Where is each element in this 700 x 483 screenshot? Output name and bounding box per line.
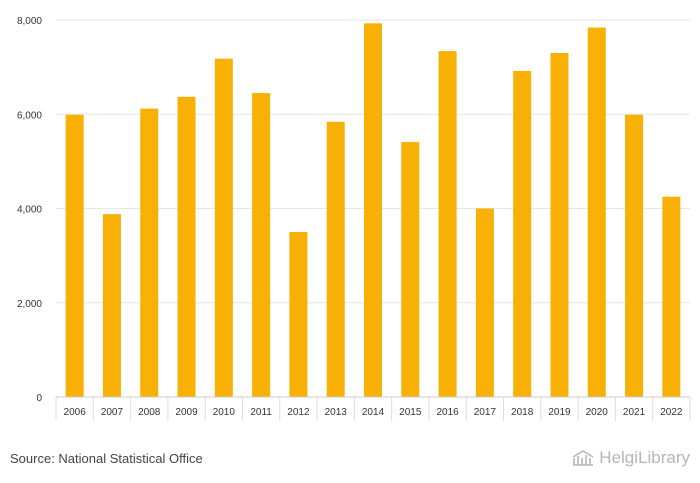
bar-2012[interactable] xyxy=(289,232,308,397)
bar-2019[interactable] xyxy=(550,52,569,398)
x-tick-label: 2011 xyxy=(250,407,272,418)
bar-2013[interactable] xyxy=(326,121,345,397)
x-tick-label: 2020 xyxy=(586,407,609,418)
library-building-icon xyxy=(572,450,594,466)
bar-2022[interactable] xyxy=(662,196,681,397)
x-tick-label: 2012 xyxy=(287,407,310,418)
bar-2010[interactable] xyxy=(214,58,233,397)
y-tick-label: 8,000 xyxy=(17,16,42,27)
x-tick-label: 2016 xyxy=(436,407,459,418)
x-tick-label: 2015 xyxy=(399,407,422,418)
x-tick-label: 2010 xyxy=(213,407,236,418)
bar-2009[interactable] xyxy=(177,96,196,397)
x-tick-label: 2009 xyxy=(175,407,198,418)
y-tick-label: 2,000 xyxy=(17,299,42,310)
x-tick-label: 2017 xyxy=(474,407,497,418)
bar-2008[interactable] xyxy=(140,108,159,397)
bar-2007[interactable] xyxy=(102,214,121,397)
x-axis-tick-labels: 2006 2007 2008 2009 2010 2011 2012 2013 2014 2015… xyxy=(55,397,691,421)
brand-logo[interactable]: HelgiLibrary xyxy=(571,448,690,468)
bar-2016[interactable] xyxy=(438,51,457,397)
x-tick-label: 2022 xyxy=(660,407,683,418)
y-axis-tick-labels: 0 2,000 4,000 6,000 8,000 xyxy=(17,16,42,404)
bar-2018[interactable] xyxy=(513,70,532,398)
brand-name: HelgiLibrary xyxy=(599,448,690,467)
x-tick-label: 2014 xyxy=(362,407,385,418)
x-tick-label: 2008 xyxy=(138,407,161,418)
bar-2017[interactable] xyxy=(475,208,494,398)
bar-2021[interactable] xyxy=(625,114,644,397)
bar-2011[interactable] xyxy=(252,93,271,397)
x-tick-label: 2019 xyxy=(548,407,571,418)
x-tick-label: 2013 xyxy=(325,407,348,418)
y-tick-label: 4,000 xyxy=(17,205,42,216)
bar-2020[interactable] xyxy=(587,27,606,397)
x-tick-label: 2018 xyxy=(511,407,534,418)
y-tick-label: 6,000 xyxy=(17,110,42,121)
bar-2006[interactable] xyxy=(65,114,84,397)
source-note: Source: National Statistical Office xyxy=(10,451,203,466)
x-tick-label: 2006 xyxy=(64,407,87,418)
bars xyxy=(65,23,681,398)
bar-2014[interactable] xyxy=(364,23,382,398)
y-tick-label: 0 xyxy=(36,393,42,404)
x-tick-label: 2007 xyxy=(101,407,124,418)
x-tick-label: 2021 xyxy=(623,407,646,418)
bar-2015[interactable] xyxy=(401,142,420,397)
